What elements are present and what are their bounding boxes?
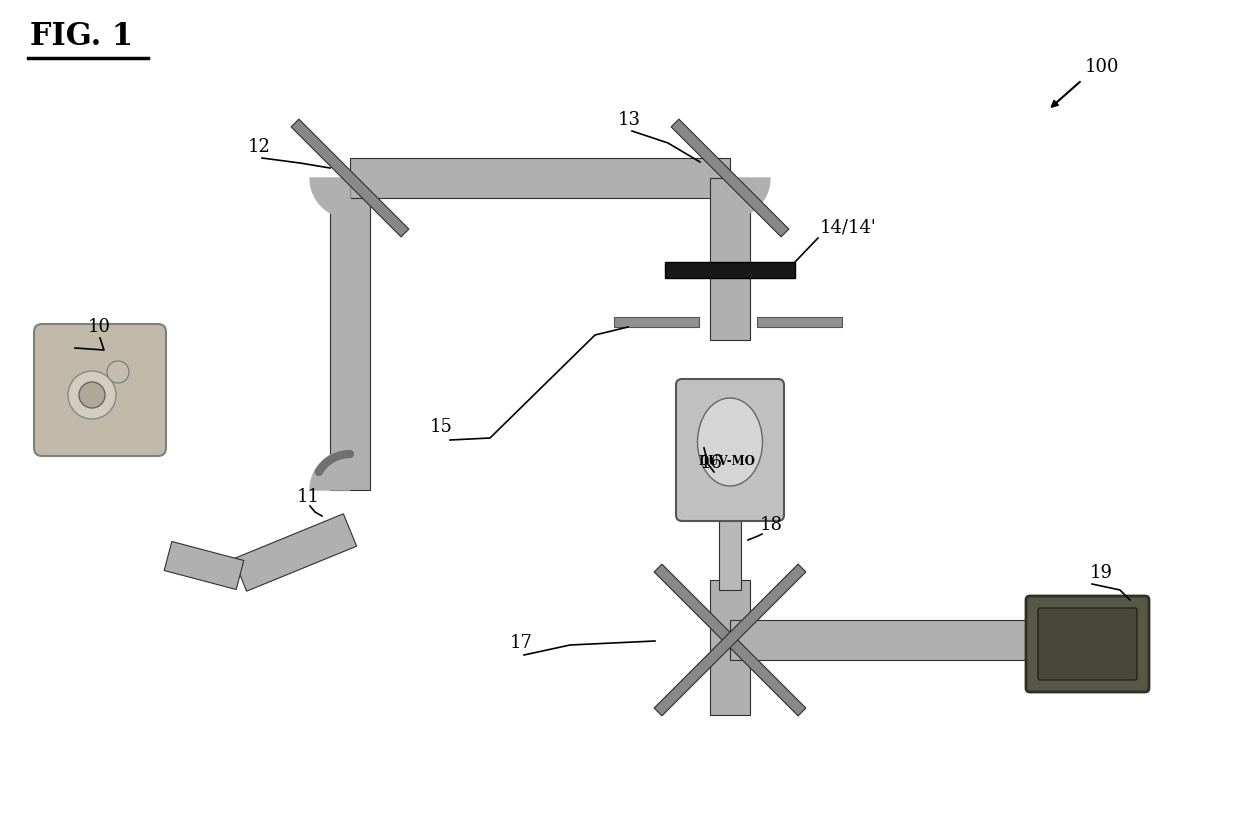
FancyBboxPatch shape bbox=[1038, 608, 1137, 680]
FancyBboxPatch shape bbox=[1025, 596, 1149, 692]
Polygon shape bbox=[330, 178, 370, 490]
Polygon shape bbox=[164, 542, 244, 590]
Polygon shape bbox=[310, 178, 350, 218]
Polygon shape bbox=[655, 564, 806, 716]
Polygon shape bbox=[711, 580, 750, 715]
Text: 10: 10 bbox=[88, 318, 112, 336]
Polygon shape bbox=[350, 158, 730, 198]
Polygon shape bbox=[730, 620, 1030, 660]
Polygon shape bbox=[730, 178, 770, 218]
Polygon shape bbox=[671, 119, 789, 237]
Ellipse shape bbox=[697, 398, 763, 486]
Polygon shape bbox=[655, 564, 806, 716]
Text: 100: 100 bbox=[1085, 58, 1120, 76]
Circle shape bbox=[79, 382, 105, 408]
Polygon shape bbox=[291, 119, 409, 237]
Text: 11: 11 bbox=[298, 488, 320, 506]
Polygon shape bbox=[233, 514, 357, 591]
FancyBboxPatch shape bbox=[676, 379, 784, 521]
Bar bbox=[665, 262, 795, 278]
Text: 12: 12 bbox=[248, 138, 270, 156]
Circle shape bbox=[68, 371, 117, 419]
Polygon shape bbox=[711, 178, 750, 340]
Bar bbox=[756, 317, 842, 327]
Polygon shape bbox=[719, 520, 742, 590]
Text: 14/14': 14/14' bbox=[820, 218, 877, 236]
Text: FIG. 1: FIG. 1 bbox=[30, 21, 133, 52]
Polygon shape bbox=[310, 450, 350, 490]
Text: 18: 18 bbox=[760, 516, 782, 534]
Text: 16: 16 bbox=[701, 454, 723, 472]
Text: 13: 13 bbox=[618, 111, 641, 129]
Text: 15: 15 bbox=[430, 418, 453, 436]
FancyBboxPatch shape bbox=[33, 324, 166, 456]
Text: DUV-MO: DUV-MO bbox=[698, 455, 755, 468]
Text: 17: 17 bbox=[510, 634, 533, 652]
Text: 19: 19 bbox=[1090, 564, 1114, 582]
Bar bbox=[614, 317, 699, 327]
Circle shape bbox=[107, 361, 129, 383]
